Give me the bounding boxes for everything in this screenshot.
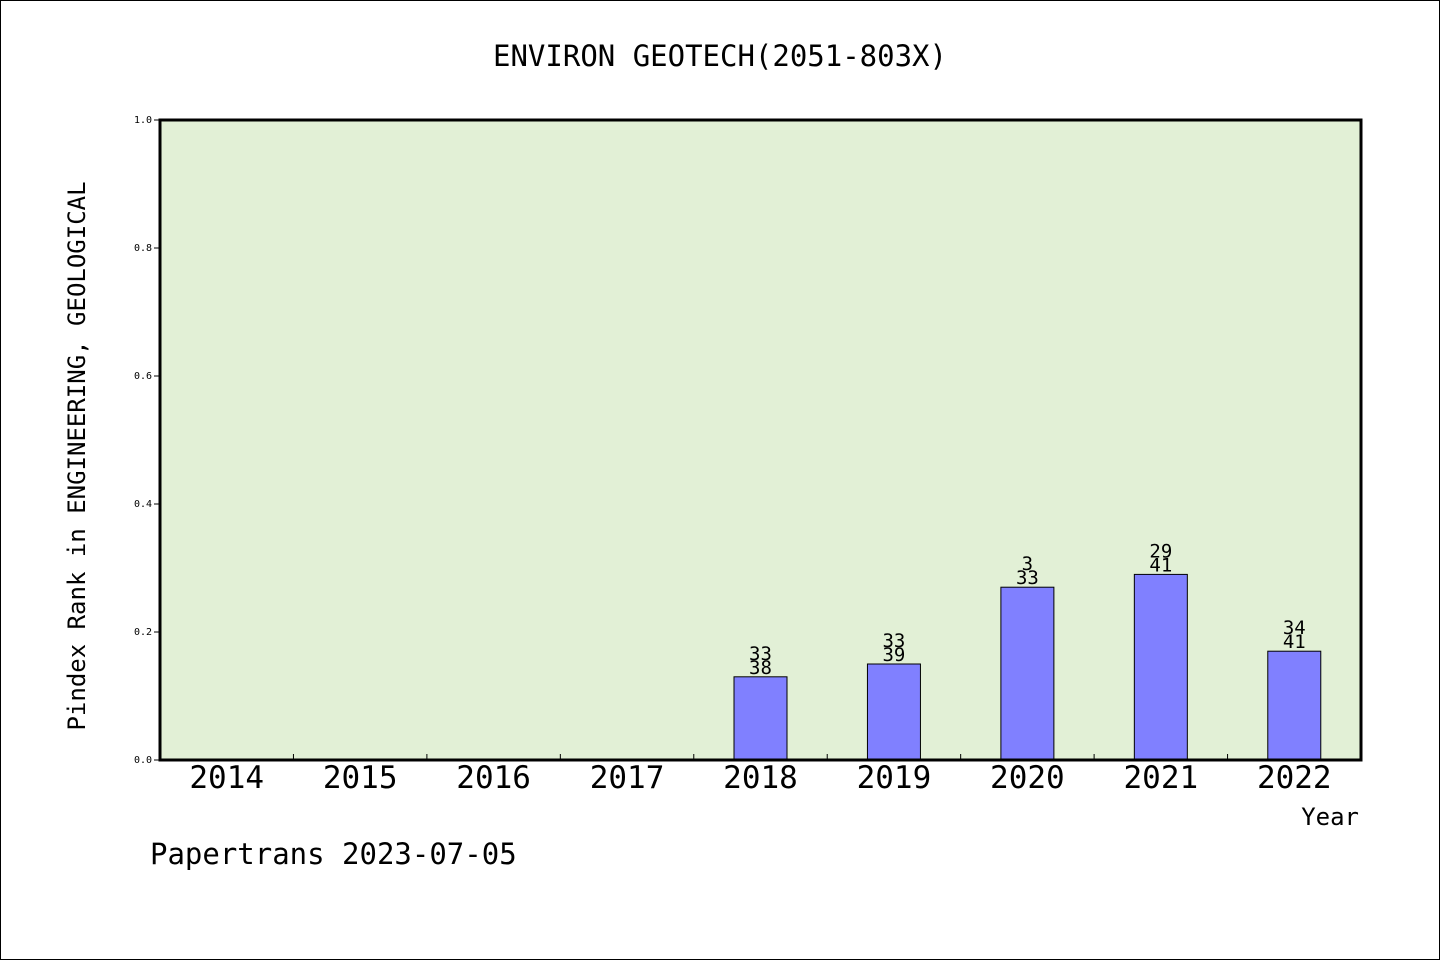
y-tick-label: 0.8 — [134, 243, 152, 254]
x-tick-label: 2016 — [456, 760, 531, 796]
bar-2019 — [866, 663, 921, 761]
bar-2018 — [733, 676, 788, 761]
chart-title: ENVIRON GEOTECH(2051-803X) — [493, 39, 947, 73]
y-tick-label: 0.6 — [134, 371, 152, 382]
bar-2022 — [1267, 650, 1322, 761]
x-tick-label: 2014 — [189, 760, 264, 796]
x-tick-label: 2021 — [1124, 760, 1199, 796]
footer-credit: Papertrans 2023-07-05 — [150, 837, 517, 871]
bar-label-top: 3 — [1022, 553, 1033, 575]
bar-label-bottom: 39 — [882, 644, 905, 666]
bar-2021 — [1133, 573, 1188, 761]
bar-label-bottom: 41 — [1283, 631, 1306, 653]
bar-label-bottom: 33 — [1016, 567, 1039, 589]
bar-series — [733, 573, 1322, 761]
y-tick-label: 1.0 — [134, 115, 152, 126]
y-tick-label: 0.2 — [134, 627, 152, 638]
bar-label-top: 33 — [749, 643, 772, 665]
bar-label-bottom: 41 — [1149, 554, 1172, 576]
bar-label-top: 33 — [882, 630, 905, 652]
y-tick-label: 0.4 — [134, 499, 152, 510]
bar-label-bottom: 38 — [749, 657, 772, 679]
x-tick-label: 2020 — [990, 760, 1065, 796]
x-tick-label: 2017 — [590, 760, 665, 796]
x-axis-label: Year — [1301, 803, 1359, 831]
bar-2020 — [1000, 586, 1055, 761]
y-axis: 0.0 0.2 0.4 0.6 0.8 1.0 — [134, 115, 160, 766]
plot-border — [158, 118, 1363, 762]
x-tick-label: 2018 — [723, 760, 798, 796]
x-tick-label: 2022 — [1257, 760, 1332, 796]
y-axis-label: Pindex Rank in ENGINEERING, GEOLOGICAL — [63, 181, 91, 730]
bar-label-top: 34 — [1283, 617, 1306, 639]
x-tick-label: 2019 — [857, 760, 932, 796]
x-axis: 2014 2015 2016 2017 2018 2019 2020 2021 2022 — [189, 754, 1332, 796]
bar-label-top: 29 — [1149, 540, 1172, 562]
y-tick-label: 0.0 — [134, 755, 152, 766]
x-tick-label: 2015 — [323, 760, 398, 796]
